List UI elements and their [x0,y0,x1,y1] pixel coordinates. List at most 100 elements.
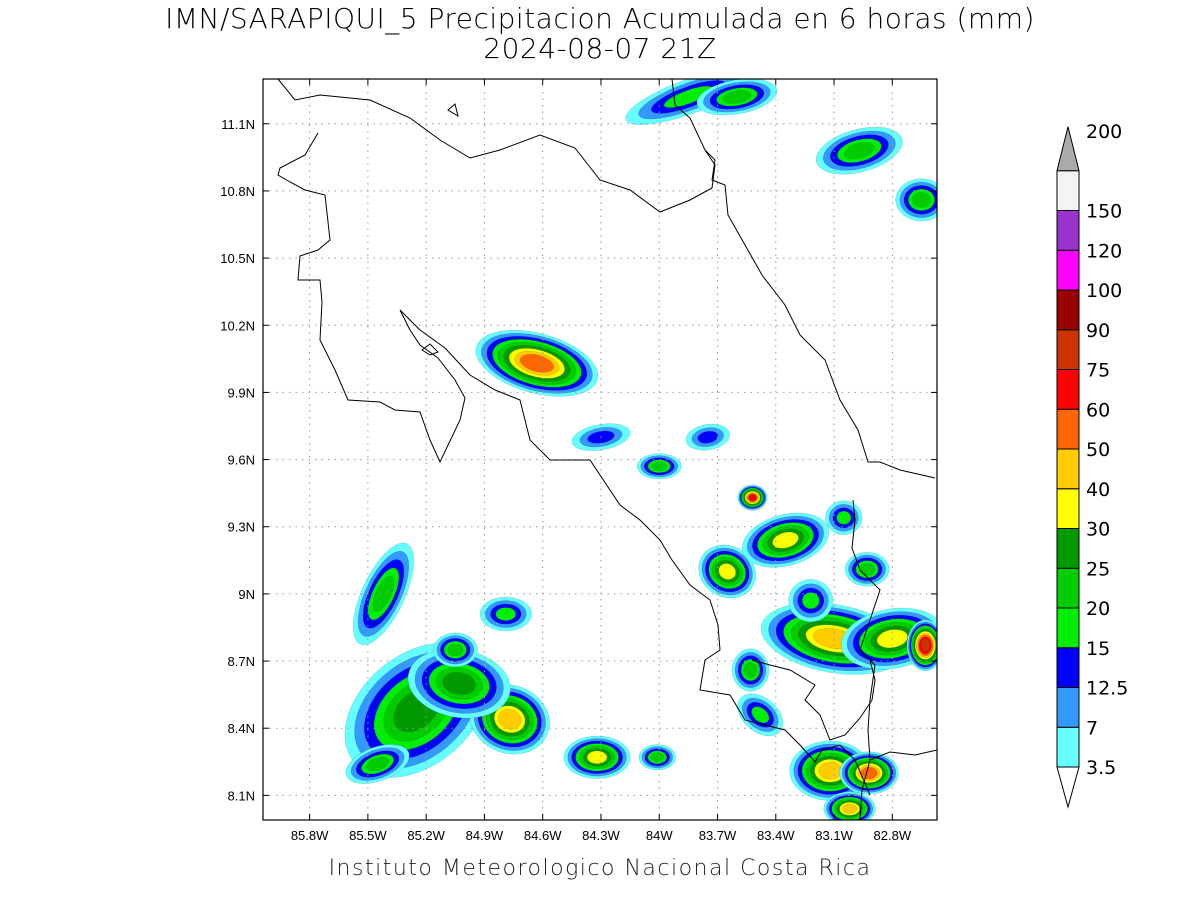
caribbean-coast [704,149,936,479]
precip-contour [751,706,770,724]
lon-tick-label: 85.8W [291,828,329,843]
colorbar-swatch [1056,647,1080,688]
colorbar-label: 15 [1086,638,1110,660]
lat-tick-label: 11.1N [221,117,255,132]
panama-pacific-coast [869,749,937,761]
lat-tick-label: 8.1N [228,788,255,803]
precipitation-layer [344,79,937,820]
precip-cell [636,453,682,480]
map-title: IMN/SARAPIQUI_5 Precipitacion Acumulada … [165,2,1035,35]
nicaragua-pacific-coast [671,79,706,151]
precip-cell [844,552,890,587]
colorbar-swatch [1056,528,1080,569]
precip-cell [737,693,784,737]
colorbar-swatch [1056,170,1080,211]
precip-contour [920,638,931,653]
pacific-coast-nicoya [277,132,871,796]
lon-tick-label: 83.4W [757,828,795,843]
nicaragua-border [277,79,716,213]
precip-cell [696,79,778,116]
precip-contour [772,531,799,549]
colorbar-label: 12.5 [1086,678,1128,700]
colorbar-label: 3.5 [1086,757,1116,779]
precip-contour [651,461,668,471]
precip-contour [366,757,389,771]
precip-contour [519,354,554,373]
precip-contour [718,563,736,580]
colorbar-swatch [1056,369,1080,410]
precip-contour [447,643,464,656]
lat-tick-label: 8.7N [228,654,255,669]
precip-cell [625,79,752,125]
colorbar-top-arrow [1056,126,1080,172]
lat-tick-label: 9.9N [228,385,255,400]
precip-contour [844,142,875,159]
precip-contour [802,592,820,610]
lon-tick-label: 84.9W [466,828,504,843]
colorbar-label: 7 [1086,717,1098,739]
map-axes: 85.8W 85.5W 85.2W 84.9W 84.6W 84.3W 84W 83.7W 83… [220,79,937,843]
precip-cell [816,126,903,175]
colorbar-swatch [1056,210,1080,251]
footer-credit: Instituto Meteorologico Nacional Costa R… [328,856,872,881]
lake-nicaragua-islet [447,103,459,118]
lon-tick-label: 84W [646,828,673,843]
precip-cell [638,744,676,771]
precip-contour [586,750,608,764]
map-frame [262,78,938,821]
precip-cell [825,500,863,535]
precip-contour [912,192,931,208]
precip-cell [345,744,410,784]
lat-tick-label: 9.6N [228,453,255,468]
precip-contour [372,576,395,612]
lon-tick-label: 82.8W [874,828,912,843]
colorbar-swatch [1056,607,1080,649]
lon-tick-label: 85.5W [349,828,387,843]
colorbar-label: 90 [1086,320,1110,342]
precip-cell [479,596,532,632]
precip-contour [860,766,878,779]
colorbar-swatch [1056,726,1080,768]
lat-tick-label: 10.5N [220,251,255,266]
map-subtitle: 2024-08-07 21Z [483,32,717,65]
colorbar-swatch [1056,408,1080,450]
precip-contour [748,494,757,502]
nicoya-inner-island [421,343,439,356]
precip-contour [697,431,718,444]
precip-contour [495,607,516,621]
precip-contour [859,563,875,576]
colorbar-swatch [1056,329,1080,370]
lat-tick-label: 9.3N [228,520,255,535]
lat-tick-label: 8.4N [228,721,255,736]
precip-cell [839,751,899,795]
lat-tick-label: 9N [238,587,255,602]
colorbar-label: 60 [1086,399,1110,421]
lon-tick-label: 83.1W [815,828,853,843]
colorbar-label: 30 [1086,519,1110,541]
precip-cell [906,619,937,672]
colorbar-swatch [1056,567,1080,609]
lat-tick-label: 10.8N [220,184,255,199]
precip-contour [498,709,522,730]
colorbar-label: 50 [1086,439,1110,461]
lat-tick-label: 10.2N [220,318,255,333]
precip-cell [685,423,730,451]
colorbar-label: 120 [1086,240,1122,262]
precip-cell [407,648,511,719]
lon-tick-label: 84.3W [582,828,620,843]
graticule [263,79,937,820]
colorbar-label: 200 [1086,121,1122,143]
colorbar: 3.5 7 12.5 15 20 25 30 40 50 60 75 90 100 120 150 200 [1056,121,1128,809]
precip-cell [433,632,478,668]
lon-tick-label: 83.7W [699,828,737,843]
colorbar-swatch [1056,687,1080,728]
precip-cell [475,330,599,397]
lon-tick-label: 85.2W [407,828,445,843]
colorbar-label: 150 [1086,201,1122,223]
precip-cell [731,648,770,692]
colorbar-swatch [1056,289,1080,331]
precip-contour [842,803,858,814]
precip-cell [698,544,756,599]
precip-contour [650,752,664,762]
